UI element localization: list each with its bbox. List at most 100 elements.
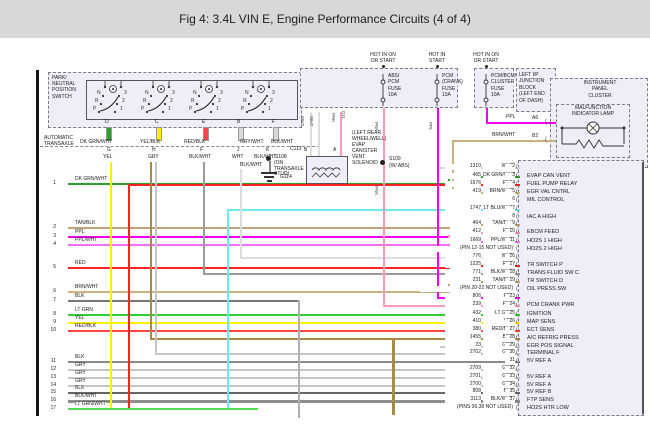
ground-g114-label: G114 (280, 174, 292, 180)
svg-text:R: R (191, 98, 195, 104)
vert-brn (150, 162, 152, 338)
transaxle-pin-letter: K (266, 147, 270, 153)
pcm-row-pin-number: 24 (505, 301, 515, 308)
pcm-pin-paren: ( (516, 389, 518, 395)
transaxle-pin-letter: F (200, 147, 204, 153)
left-wire-number: 8 (42, 311, 56, 318)
left-wire-number: 2 (42, 224, 56, 231)
pcm-pin-paren: ( (516, 238, 518, 244)
pcm-row-pin-number: 28 (505, 334, 515, 341)
cluster-wire-label: PPL (506, 114, 516, 121)
switch-inner-box (86, 80, 298, 120)
pcm-pin-function-label: 5V REF A (527, 358, 552, 365)
vert-gry-mid (298, 300, 300, 418)
rotated-wire-label-pnk: PNK (331, 113, 337, 123)
pcm-row-wire-number: 464 (445, 220, 481, 227)
park-switch-label-line: SWITCH (52, 93, 72, 101)
pcm-row-wire-number: 1669 (445, 237, 481, 244)
fuse-hot-label: START (429, 58, 445, 64)
splice-s109-label: S109 (389, 156, 401, 163)
pcm-pin-function-label: HO2S 1 HIGH (527, 238, 562, 245)
cluster-label-line: CLUSTER (560, 93, 640, 100)
pcm-pin-function-label: IAC A HIGH (527, 214, 557, 221)
pcm-row-wire-color: BLK/WHT (483, 269, 513, 276)
fuse-name-line: 10A (491, 92, 500, 99)
vert-gry-h (155, 162, 157, 353)
row-gry-2702 (155, 353, 520, 355)
vert-ppl-fuse2 (437, 108, 439, 297)
left-wire-number: 15 (42, 389, 56, 396)
transaxle-stud-line: (ON (274, 160, 284, 166)
left-wire-color-label: TAN/BLK (75, 220, 96, 227)
pcm-row-pin-number: 23 (505, 293, 515, 300)
fuse-name-line: PCM (388, 79, 400, 87)
pcm-row-pin-number: 34 (505, 381, 515, 388)
pcm-pin-paren: ( (516, 397, 518, 403)
pcm-row-pin-number: 9 (505, 220, 515, 227)
pcm-row-wire-number: 806 (445, 293, 481, 300)
vert-blkwht-f (203, 162, 205, 273)
park-switch-label-line: POSITION (52, 87, 76, 95)
solenoid-label-line: CANISTER (352, 148, 378, 154)
pcm-pin-paren: ( (516, 246, 518, 252)
cluster-pin-label: A6 (532, 115, 539, 122)
pcm-pin-paren: ( (516, 270, 518, 276)
transaxle-stud-line: STUD) (274, 171, 290, 178)
pcm-row-pin-number: 26 (505, 318, 515, 325)
cluster-label-line: INSTRUMENT (560, 80, 640, 87)
svg-text:2: 2 (122, 98, 125, 104)
mil-lamp-icon (558, 118, 628, 156)
junction-block-line: OF DASH) (519, 97, 543, 105)
fuse-hot-label: HOT IN ON (370, 52, 396, 58)
pcm-row-wire-number: 239 (445, 301, 481, 308)
transaxle-pin-wire-label: YEL (103, 154, 113, 161)
s108-wire-label: BLK/WHT (240, 162, 263, 169)
vert-pnk-fuse1 (383, 108, 385, 305)
left-wire-color-label: DK GRN/WHT (75, 176, 108, 183)
connector-c113-label: C113 (290, 146, 302, 152)
pcm-row-wire-number: 2701 (445, 373, 481, 380)
rotated-wire-label-pnk: PNK (374, 186, 380, 196)
pcm-pin-function-label: FUEL PUMP RELAY (527, 181, 578, 188)
left-wire-color-label: GRY (75, 370, 86, 377)
pcm-row-pin-number: 27 (505, 326, 515, 333)
vert-wht-j (240, 162, 242, 257)
svg-text:N: N (97, 90, 101, 96)
evap-solenoid-box (306, 156, 348, 184)
pcm-row-wire-number: 3113 (445, 396, 481, 403)
pcm-row-pin-number: 4 (505, 180, 515, 187)
left-wire-color-label: GRY (75, 362, 86, 369)
pcm-pin-paren: ( (516, 181, 518, 187)
left-wire-number: 11 (42, 358, 56, 365)
pcm-pin-paren: ( (516, 197, 518, 203)
mil-label-line: INDICATOR LAMP (558, 112, 628, 119)
switch-pin-stub (238, 127, 244, 141)
pcm-row-note: (PIN 20-22 NOT USED) (420, 285, 513, 292)
pcm-pin-paren: ( (516, 350, 518, 356)
pcm-pin-function-label: EBCM FEED (527, 229, 560, 236)
pcm-row-wire-number: 1455 (445, 334, 481, 341)
pcm-pin-paren: ( (516, 327, 518, 333)
switch-pin-stub (273, 127, 279, 141)
rotated-wire-label-pnk: PNK (374, 122, 380, 132)
svg-text:N: N (245, 90, 249, 96)
pcm-right-edge (642, 162, 644, 414)
horz-ppl-cluster (486, 122, 556, 124)
svg-text:3: 3 (272, 90, 275, 96)
pcm-row-wire-color: BRN/WHT (483, 188, 513, 195)
pcm-row-wire-number: 1676 (445, 180, 481, 187)
svg-text:P: P (241, 106, 245, 112)
pcm-pin-paren: ( (516, 214, 518, 220)
pcm-row-wire-number: 419 (445, 188, 481, 195)
pcm-row-pin-number: 25 (505, 310, 515, 317)
pcm-pin-function-label: MIL CONTROL (527, 197, 565, 204)
transaxle-pin-wire-label: WHT (232, 154, 244, 161)
left-wire-color-label: BLK/WHT (75, 393, 98, 400)
cluster-pin-paren: ( (545, 119, 547, 125)
fuse-name-line: FUSE (491, 85, 505, 93)
evap-solenoid-coil-icon (308, 158, 346, 182)
fuse-name-line: 10A (388, 92, 397, 99)
pcm-row-wire-number: 1310 (445, 163, 481, 170)
wire-7-blk (68, 300, 299, 302)
